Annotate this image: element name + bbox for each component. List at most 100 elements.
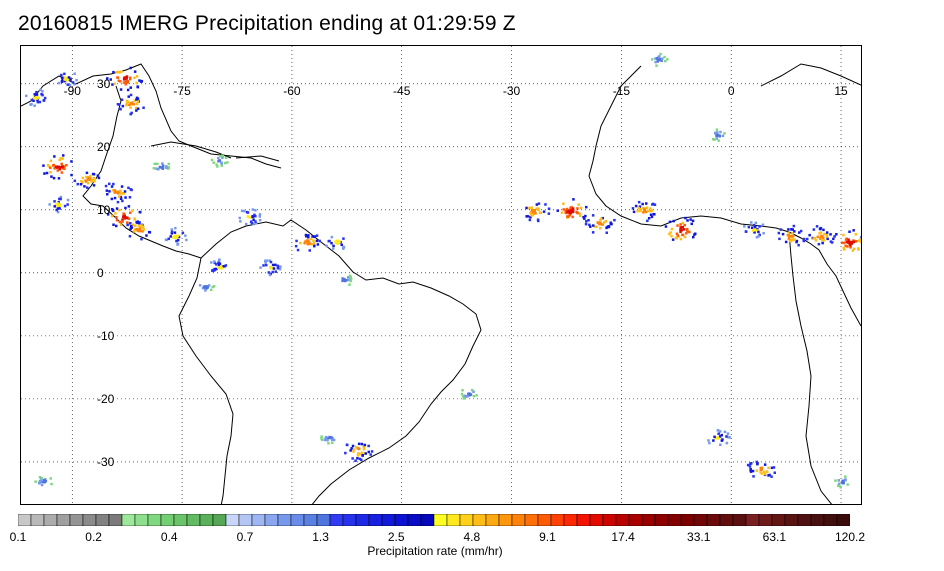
rain-pixel: [220, 267, 223, 270]
rain-pixel: [631, 207, 635, 210]
colorbar-swatch: [810, 514, 825, 526]
colorbar-swatch: [706, 514, 721, 526]
rain-cell: [460, 388, 478, 400]
rain-pixel: [349, 279, 353, 283]
rain-pixel: [825, 235, 829, 238]
rain-pixel: [639, 209, 642, 213]
rain-pixel: [85, 171, 89, 175]
rain-pixel: [762, 470, 766, 474]
rain-pixel: [647, 217, 651, 220]
rain-pixel: [54, 165, 58, 168]
rain-pixel: [212, 285, 216, 288]
rain-pixel: [760, 472, 764, 475]
rain-pixel: [53, 200, 56, 203]
rain-pixel: [181, 231, 185, 235]
rain-pixel: [25, 94, 28, 98]
rain-pixel: [347, 276, 350, 279]
rain-pixel: [760, 468, 763, 471]
rain-pixel: [859, 238, 861, 241]
rain-pixel: [644, 210, 648, 214]
colorbar-swatch: [654, 514, 669, 526]
rain-pixel: [76, 182, 79, 186]
rain-pixel: [355, 445, 358, 449]
colorbar-label: 120.2: [834, 530, 866, 544]
longitude-label: -15: [613, 84, 631, 98]
rain-pixel: [310, 243, 314, 246]
rain-pixel: [566, 215, 569, 218]
rain-pixel: [258, 213, 262, 216]
rain-cell: [164, 226, 188, 246]
rain-pixel: [61, 79, 64, 82]
rain-pixel: [528, 218, 532, 222]
rain-pixel: [598, 222, 601, 226]
rain-pixel: [41, 93, 44, 97]
rain-pixel: [43, 96, 47, 100]
rain-pixel: [632, 210, 636, 214]
rain-pixel: [175, 236, 179, 240]
rain-pixel: [562, 208, 565, 211]
rain-pixel: [269, 260, 273, 264]
colorbar-swatch: [680, 514, 695, 526]
rain-pixel: [789, 235, 793, 238]
rain-pixel: [122, 212, 125, 215]
rain-pixel: [218, 159, 222, 162]
south-america-coast: [178, 219, 482, 504]
rain-pixel: [603, 221, 606, 224]
rain-pixel: [802, 239, 805, 243]
rain-pixel: [218, 266, 221, 270]
rain-pixel: [119, 192, 123, 195]
colorbar-swatch: [485, 514, 500, 526]
rain-pixel: [751, 469, 755, 473]
rain-pixel: [716, 429, 720, 432]
rain-pixel: [360, 451, 364, 455]
rain-pixel: [129, 106, 132, 109]
rain-pixel: [743, 225, 746, 228]
rain-pixel: [713, 435, 716, 439]
rain-pixel: [73, 82, 76, 86]
rain-pixel: [307, 236, 310, 239]
rain-pixel: [717, 437, 720, 440]
rain-pixel: [121, 218, 124, 221]
rain-pixel: [243, 209, 246, 213]
rain-pixel: [750, 221, 753, 224]
rain-pixel: [216, 165, 219, 168]
rain-pixel: [344, 279, 348, 282]
rain-pixel: [535, 207, 538, 210]
rain-pixel: [334, 240, 337, 243]
rain-pixel: [669, 231, 672, 234]
rain-pixel: [530, 209, 534, 212]
rain-pixel: [73, 72, 76, 75]
rain-pixel: [846, 483, 849, 486]
rain-pixel: [715, 134, 718, 137]
rain-pixel: [215, 163, 218, 166]
rain-pixel: [122, 214, 126, 218]
rain-pixel: [90, 179, 94, 182]
rain-pixel: [59, 166, 62, 169]
rain-pixel: [367, 450, 370, 454]
colorbar-swatch: [537, 514, 552, 526]
rain-pixel: [115, 190, 118, 194]
rain-pixel: [219, 154, 222, 158]
rain-pixel: [56, 210, 60, 214]
rain-pixel: [127, 186, 130, 190]
rain-pixel: [708, 441, 711, 445]
rain-pixel: [58, 203, 62, 207]
rain-pixel: [671, 238, 675, 241]
rain-pixel: [588, 223, 591, 227]
rain-pixel: [126, 223, 129, 227]
rain-pixel: [713, 138, 716, 141]
rain-pixel: [793, 238, 796, 241]
rain-pixel: [122, 192, 126, 195]
rain-pixel: [148, 231, 152, 234]
rain-pixel: [788, 237, 791, 240]
rain-pixel: [719, 130, 722, 134]
rain-pixel: [65, 79, 68, 82]
rain-pixel: [135, 106, 138, 110]
rain-pixel: [683, 223, 686, 227]
rain-pixel: [755, 460, 758, 464]
rain-cell: [106, 66, 144, 92]
rain-pixel: [825, 231, 829, 234]
rain-pixel: [723, 430, 727, 434]
colorbar-swatch: [30, 514, 45, 526]
rain-pixel: [63, 72, 66, 76]
